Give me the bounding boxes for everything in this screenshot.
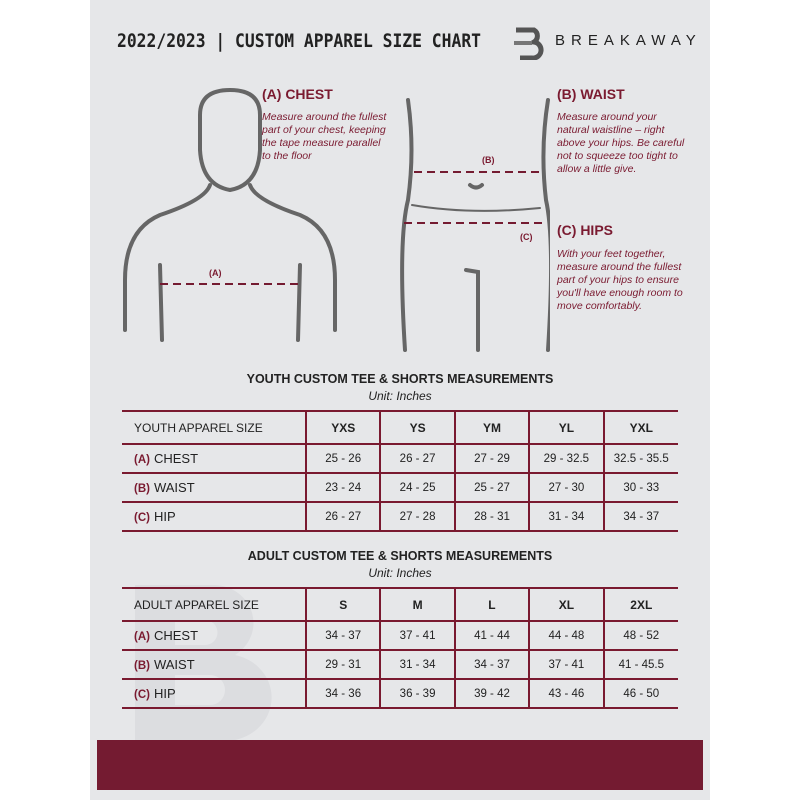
page-title: 2022/2023 | CUSTOM APPAREL SIZE CHART [117, 30, 481, 52]
table-cell: 31 - 34 [528, 502, 604, 532]
column-header: YXS [304, 410, 381, 445]
row-name: HIP [153, 686, 176, 701]
table-row: (A) CHEST 34 - 37 37 - 41 41 - 44 44 - 48 48 … [122, 621, 678, 651]
table-cell: 41 - 45.5 [602, 650, 678, 680]
adult-size-table: ADULT APPAREL SIZE S M L XL 2XL (A) CHEST… [122, 587, 678, 709]
table-cell: 28 - 31 [453, 502, 530, 532]
table-cell: 48 - 52 [602, 621, 678, 651]
table-cell: 26 - 27 [304, 502, 381, 532]
column-header: L [453, 587, 530, 622]
youth-size-table: YOUTH APPAREL SIZE YXS YS YM YL YXL (A) C… [122, 410, 678, 532]
row-header: (B) WAIST [122, 650, 306, 680]
table-cell: 32.5 - 35.5 [602, 444, 678, 474]
chest-heading: (A) CHEST [262, 86, 333, 102]
table-cell: 46 - 50 [602, 679, 678, 709]
column-header: YL [528, 410, 604, 445]
table-cell: 27 - 28 [379, 502, 455, 532]
table-header-row: YOUTH APPAREL SIZE YXS YS YM YL YXL [122, 410, 678, 445]
hips-heading: (C) HIPS [557, 222, 613, 238]
row-header: (B) WAIST [122, 473, 306, 503]
row-header: (C) HIP [122, 502, 306, 532]
table-cell: 37 - 41 [528, 650, 604, 680]
column-header: YM [453, 410, 530, 445]
table-row: (A) CHEST 25 - 26 26 - 27 27 - 29 29 - 32.5 3… [122, 444, 678, 474]
column-header: XL [528, 587, 604, 622]
table-cell: 39 - 42 [453, 679, 530, 709]
body-measurement-figures [123, 87, 550, 352]
table-cell: 31 - 34 [379, 650, 455, 680]
row-label: (A) [134, 454, 150, 466]
table-cell: 44 - 48 [528, 621, 604, 651]
row-name: CHEST [153, 628, 199, 643]
row-header: (C) HIP [122, 679, 306, 709]
table-cell: 41 - 44 [453, 621, 530, 651]
table-cell: 37 - 41 [379, 621, 455, 651]
row-header: (A) CHEST [122, 621, 306, 651]
row-label: (C) [134, 512, 150, 524]
table-cell: 27 - 29 [453, 444, 530, 474]
table-cell: 43 - 46 [528, 679, 604, 709]
hips-marker: (C) [520, 232, 533, 242]
table-cell: 29 - 31 [304, 650, 381, 680]
column-header: YOUTH APPAREL SIZE [122, 410, 306, 445]
row-label: (A) [134, 631, 150, 643]
table-cell: 23 - 24 [304, 473, 381, 503]
table-cell: 25 - 26 [304, 444, 381, 474]
adult-table-title: ADULT CUSTOM TEE & SHORTS MEASUREMENTS [247, 549, 553, 563]
column-header: S [304, 587, 381, 622]
waist-description: Measure around your natural waistline – … [557, 111, 685, 175]
youth-unit: Unit: Inches [368, 389, 432, 403]
brand-name: BREAKAWAY [555, 32, 702, 49]
column-header: 2XL [602, 587, 678, 622]
table-cell: 34 - 37 [453, 650, 530, 680]
waist-marker: (B) [482, 155, 495, 165]
row-name: WAIST [153, 657, 195, 672]
table-cell: 36 - 39 [379, 679, 455, 709]
table-header-row: ADULT APPAREL SIZE S M L XL 2XL [122, 587, 678, 622]
table-cell: 26 - 27 [379, 444, 455, 474]
row-label: (C) [134, 689, 150, 701]
table-row: (C) HIP 34 - 36 36 - 39 39 - 42 43 - 46 46 - … [122, 679, 678, 709]
table-cell: 34 - 37 [602, 502, 678, 532]
column-header: ADULT APPAREL SIZE [122, 587, 306, 622]
column-header: YS [379, 410, 455, 445]
table-cell: 27 - 30 [528, 473, 604, 503]
table-row: (C) HIP 26 - 27 27 - 28 28 - 31 31 - 34 34 - … [122, 502, 678, 532]
row-label: (B) [134, 660, 150, 672]
row-name: CHEST [153, 451, 199, 466]
table-cell: 30 - 33 [602, 473, 678, 503]
table-cell: 25 - 27 [453, 473, 530, 503]
table-cell: 29 - 32.5 [528, 444, 604, 474]
row-header: (A) CHEST [122, 444, 306, 474]
table-cell: 24 - 25 [379, 473, 455, 503]
table-row: (B) WAIST 29 - 31 31 - 34 34 - 37 37 - 41 41 … [122, 650, 678, 680]
breakaway-logo-icon [514, 27, 544, 60]
chest-marker: (A) [209, 268, 222, 278]
chest-description: Measure around the fullest part of your … [262, 111, 387, 162]
youth-table-title: YOUTH CUSTOM TEE & SHORTS MEASUREMENTS [246, 372, 554, 386]
hips-description: With your feet together, measure around … [557, 248, 683, 312]
column-header: M [379, 587, 455, 622]
row-name: WAIST [153, 480, 195, 495]
table-cell: 34 - 36 [304, 679, 381, 709]
table-row: (B) WAIST 23 - 24 24 - 25 25 - 27 27 - 30 30 … [122, 473, 678, 503]
row-label: (B) [134, 483, 150, 495]
footer-band [97, 740, 703, 790]
waist-heading: (B) WAIST [557, 86, 625, 102]
table-cell: 34 - 37 [304, 621, 381, 651]
adult-unit: Unit: Inches [368, 566, 432, 580]
row-name: HIP [153, 509, 176, 524]
column-header: YXL [602, 410, 678, 445]
